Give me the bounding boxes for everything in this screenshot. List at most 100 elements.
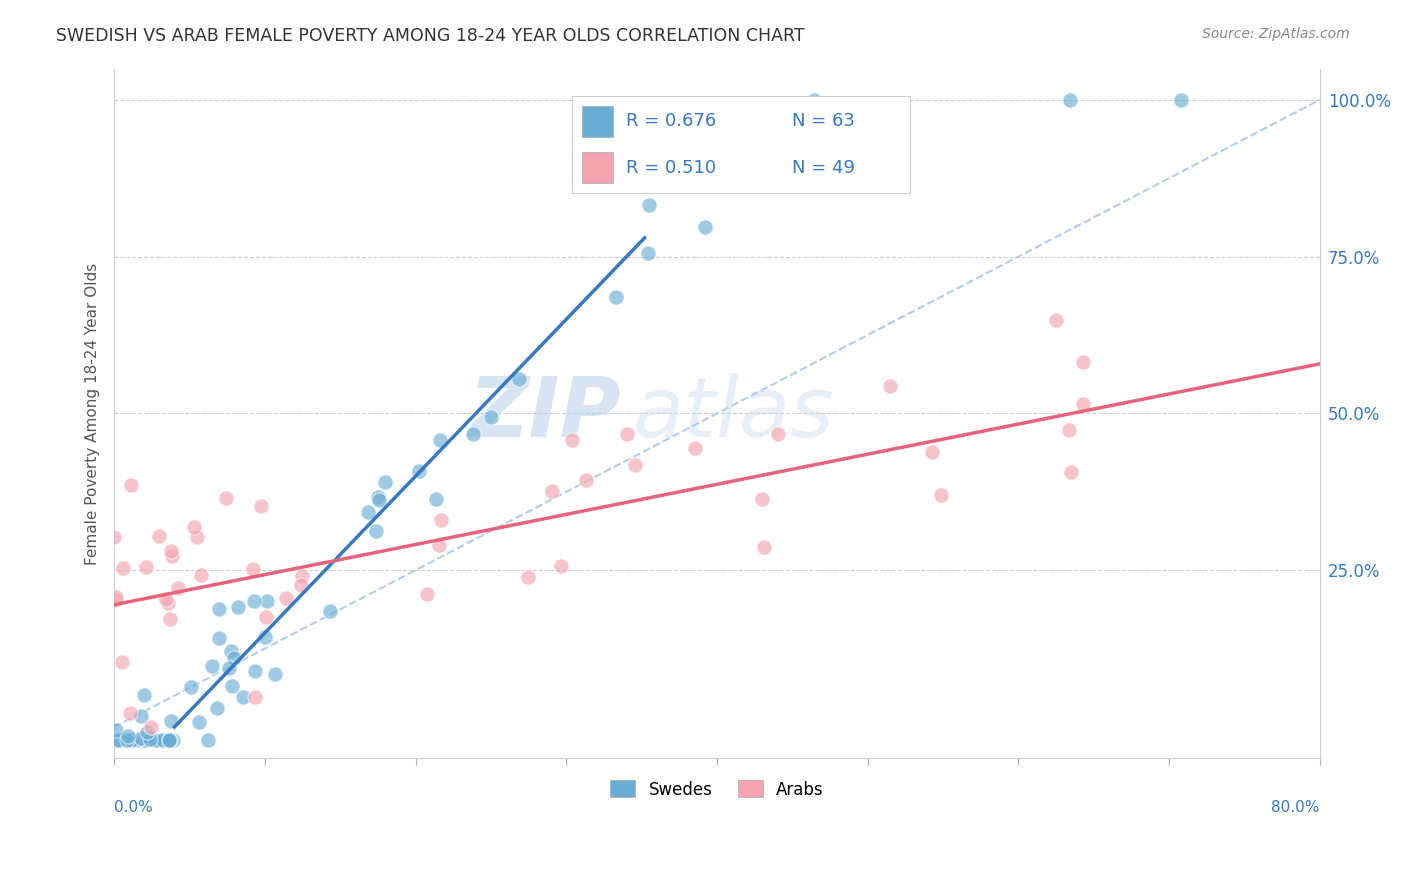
Text: 0.0%: 0.0%: [114, 800, 153, 814]
Point: [139, 720, 162, 734]
Point: [160, 714, 183, 728]
Point: [121, 732, 143, 747]
Point: [150, 732, 173, 747]
Point: [766, 427, 789, 442]
Point: [105, 590, 128, 604]
Point: [139, 731, 162, 746]
Point: [160, 544, 183, 558]
Point: [508, 372, 530, 386]
Point: [616, 426, 638, 441]
Y-axis label: Female Poverty Among 18-24 Year Olds: Female Poverty Among 18-24 Year Olds: [86, 262, 100, 565]
Point: [180, 680, 202, 694]
Point: [637, 246, 659, 260]
Point: [221, 679, 243, 693]
Point: [104, 593, 127, 607]
Point: [232, 690, 254, 704]
Point: [374, 475, 396, 489]
Point: [242, 561, 264, 575]
Point: [103, 530, 125, 544]
Point: [157, 732, 180, 747]
Point: [112, 561, 135, 575]
Point: [131, 731, 153, 745]
Point: [1071, 354, 1094, 368]
Point: [135, 560, 157, 574]
Text: atlas: atlas: [633, 373, 834, 454]
Point: [201, 659, 224, 673]
Point: [188, 714, 211, 729]
Point: [208, 632, 231, 646]
Point: [205, 701, 228, 715]
Point: [207, 602, 229, 616]
Point: [104, 723, 127, 738]
Point: [242, 594, 264, 608]
Point: [167, 582, 190, 596]
Point: [575, 474, 598, 488]
Point: [638, 198, 661, 212]
Point: [693, 219, 716, 234]
Point: [752, 540, 775, 554]
Point: [117, 729, 139, 743]
Point: [115, 732, 138, 747]
Point: [159, 732, 181, 747]
Point: [319, 603, 342, 617]
Point: [1071, 397, 1094, 411]
Point: [243, 690, 266, 705]
Point: [157, 596, 180, 610]
Point: [215, 491, 238, 505]
Point: [605, 290, 627, 304]
Point: [243, 664, 266, 678]
Text: SWEDISH VS ARAB FEMALE POVERTY AMONG 18-24 YEAR OLDS CORRELATION CHART: SWEDISH VS ARAB FEMALE POVERTY AMONG 18-…: [56, 27, 804, 45]
Point: [253, 630, 276, 644]
Point: [1170, 93, 1192, 107]
Point: [921, 444, 943, 458]
Point: [689, 154, 711, 169]
Point: [429, 433, 451, 447]
Point: [148, 529, 170, 543]
Point: [256, 593, 278, 607]
Point: [479, 410, 502, 425]
Point: [683, 441, 706, 455]
Point: [226, 600, 249, 615]
Point: [291, 569, 314, 583]
Point: [751, 491, 773, 506]
Point: [134, 732, 156, 747]
Point: [129, 709, 152, 723]
Point: [136, 725, 159, 739]
Point: [550, 559, 572, 574]
Point: [162, 732, 184, 747]
Text: 80.0%: 80.0%: [1271, 800, 1320, 814]
Point: [560, 433, 582, 447]
Legend: Swedes, Arabs: Swedes, Arabs: [603, 773, 830, 805]
Point: [219, 644, 242, 658]
Point: [931, 487, 953, 501]
Point: [218, 661, 240, 675]
Point: [120, 706, 142, 721]
Text: ZIP: ZIP: [468, 373, 620, 454]
Point: [274, 591, 297, 605]
Point: [186, 530, 208, 544]
Point: [803, 93, 825, 107]
Point: [264, 667, 287, 681]
Point: [408, 464, 430, 478]
Point: [1045, 313, 1067, 327]
Point: [517, 570, 540, 584]
Point: [367, 491, 389, 505]
Point: [107, 732, 129, 747]
Point: [159, 612, 181, 626]
Point: [541, 484, 564, 499]
Point: [120, 477, 142, 491]
Point: [120, 732, 142, 747]
Point: [134, 689, 156, 703]
Point: [250, 499, 273, 513]
Point: [127, 732, 149, 747]
Text: Source: ZipAtlas.com: Source: ZipAtlas.com: [1202, 27, 1350, 41]
Point: [183, 520, 205, 534]
Point: [222, 650, 245, 665]
Point: [624, 458, 647, 472]
Point: [416, 587, 439, 601]
Point: [356, 505, 378, 519]
Point: [111, 655, 134, 669]
Point: [290, 578, 312, 592]
Point: [197, 732, 219, 747]
Point: [155, 591, 177, 606]
